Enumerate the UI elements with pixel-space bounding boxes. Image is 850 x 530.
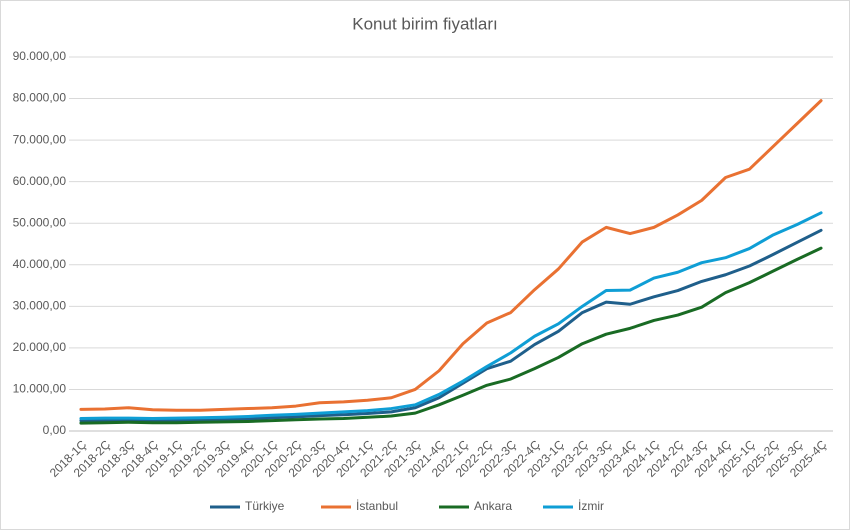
y-tick-label: 10.000,00 xyxy=(13,382,67,396)
series-line xyxy=(79,99,823,412)
legend-label: Ankara xyxy=(474,499,512,513)
y-tick-label: 40.000,00 xyxy=(13,257,67,271)
y-tick-label: 50.000,00 xyxy=(13,215,67,229)
legend-label: İzmir xyxy=(578,499,604,513)
y-tick-label: 80.000,00 xyxy=(13,91,67,105)
y-tick-label: 90.000,00 xyxy=(13,49,67,63)
legend-label: Türkiye xyxy=(245,499,285,513)
series-line xyxy=(79,211,823,421)
y-tick-label: 20.000,00 xyxy=(13,340,67,354)
y-tick-label: 70.000,00 xyxy=(13,132,67,146)
series-line xyxy=(79,246,823,425)
y-tick-label: 0,00 xyxy=(43,423,67,437)
y-tick-label: 60.000,00 xyxy=(13,174,67,188)
chart-title: Konut birim fiyatları xyxy=(352,14,498,33)
y-tick-label: 30.000,00 xyxy=(13,299,67,313)
legend-label: İstanbul xyxy=(356,499,398,513)
series-line xyxy=(79,228,823,423)
